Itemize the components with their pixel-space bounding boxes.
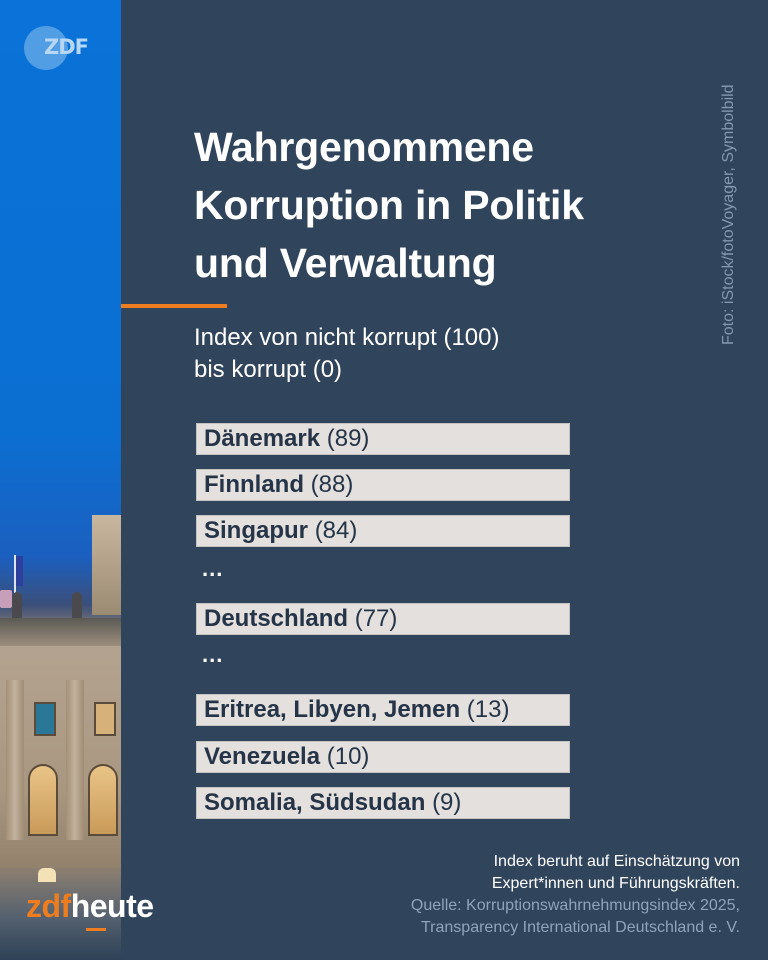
- cornice: [0, 618, 121, 646]
- footnote-note-line-2: Expert*innen und Führungskräften.: [491, 875, 740, 892]
- arched-window: [28, 764, 58, 836]
- brand-zdf: zdf: [26, 888, 71, 924]
- finial: [72, 592, 82, 620]
- country-score: (89): [326, 425, 370, 452]
- ranking-row: Venezuela (10): [196, 741, 570, 773]
- ellipsis: ...: [202, 556, 224, 581]
- source-line-2: Transparency International Deutschland e…: [420, 919, 740, 936]
- ranking-row-germany: Deutschland (77): [196, 603, 570, 635]
- country-name: Dänemark: [204, 425, 321, 452]
- ranking-row: Finnland (88): [196, 469, 570, 501]
- photo-credit: Foto: iStock/fotoVoyager, Symbolbild: [720, 84, 737, 345]
- window: [94, 702, 116, 736]
- country-name: Venezuela: [204, 743, 321, 770]
- title-line-3: und Verwaltung: [194, 240, 497, 286]
- accent-divider: [121, 304, 227, 308]
- ellipsis: ...: [202, 642, 224, 667]
- title-line-1: Wahrgenommene: [194, 124, 534, 170]
- ranking-row: Dänemark (89): [196, 423, 570, 455]
- country-name: Finnland: [204, 471, 304, 498]
- building-base: [0, 868, 121, 960]
- country-score: (9): [432, 789, 462, 816]
- country-name: Somalia, Südsudan: [204, 789, 426, 816]
- source-line-1: Quelle: Korruptionswahrnehmungsindex 202…: [410, 897, 740, 914]
- zdf-logo-circle-icon: [24, 26, 68, 70]
- country-name: Eritrea, Libyen, Jemen: [204, 696, 461, 723]
- zdf-logo-text: ZDF: [44, 35, 89, 59]
- ranking-row: Singapur (84): [196, 515, 570, 547]
- country-score: (13): [466, 696, 510, 723]
- flag-pole: [14, 555, 16, 605]
- country-score: (88): [310, 471, 354, 498]
- country-score: (77): [354, 605, 398, 632]
- subtitle: Index von nicht korrupt (100) bis korrup…: [194, 322, 654, 386]
- country-score: (10): [326, 743, 370, 770]
- ranking-row: Eritrea, Libyen, Jemen (13): [196, 694, 570, 726]
- arched-window: [88, 764, 118, 836]
- page-title: Wahrgenommene Korruption in Politik und …: [194, 118, 694, 292]
- brand-underline: [86, 928, 106, 931]
- country-name: Singapur: [204, 517, 309, 544]
- footnote: Index beruht auf Einschätzung von Expert…: [411, 851, 740, 939]
- column: [66, 680, 84, 840]
- country-score: (84): [314, 517, 358, 544]
- tower: [92, 515, 121, 615]
- footnote-note-line-1: Index beruht auf Einschätzung von: [493, 853, 740, 870]
- subtitle-line-1: Index von nicht korrupt (100): [194, 324, 500, 351]
- subtitle-line-2: bis korrupt (0): [194, 356, 343, 383]
- title-line-2: Korruption in Politik: [194, 182, 584, 228]
- country-name: Deutschland: [204, 605, 349, 632]
- finial: [12, 592, 22, 620]
- background-photo-reichstag: [0, 0, 121, 960]
- photo-detail: [0, 590, 12, 608]
- ranking-row: Somalia, Südsudan (9): [196, 787, 570, 819]
- door-light: [38, 868, 56, 882]
- brand-heute: heute: [70, 888, 154, 924]
- column: [6, 680, 24, 840]
- zdfheute-logo: zdfheute: [26, 888, 154, 925]
- window: [34, 702, 56, 736]
- flag: [16, 556, 23, 586]
